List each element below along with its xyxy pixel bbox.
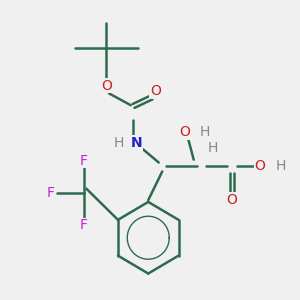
Text: O: O: [227, 193, 238, 207]
Text: H: H: [276, 159, 286, 173]
Text: H: H: [114, 136, 124, 150]
Text: H: H: [200, 125, 210, 139]
Text: O: O: [179, 125, 191, 139]
Text: N: N: [131, 136, 142, 150]
Text: O: O: [101, 79, 112, 92]
Text: O: O: [255, 159, 266, 173]
Text: F: F: [46, 186, 54, 200]
Text: H: H: [208, 141, 218, 155]
Text: F: F: [80, 218, 88, 232]
Text: F: F: [80, 154, 88, 168]
Text: O: O: [150, 84, 161, 98]
